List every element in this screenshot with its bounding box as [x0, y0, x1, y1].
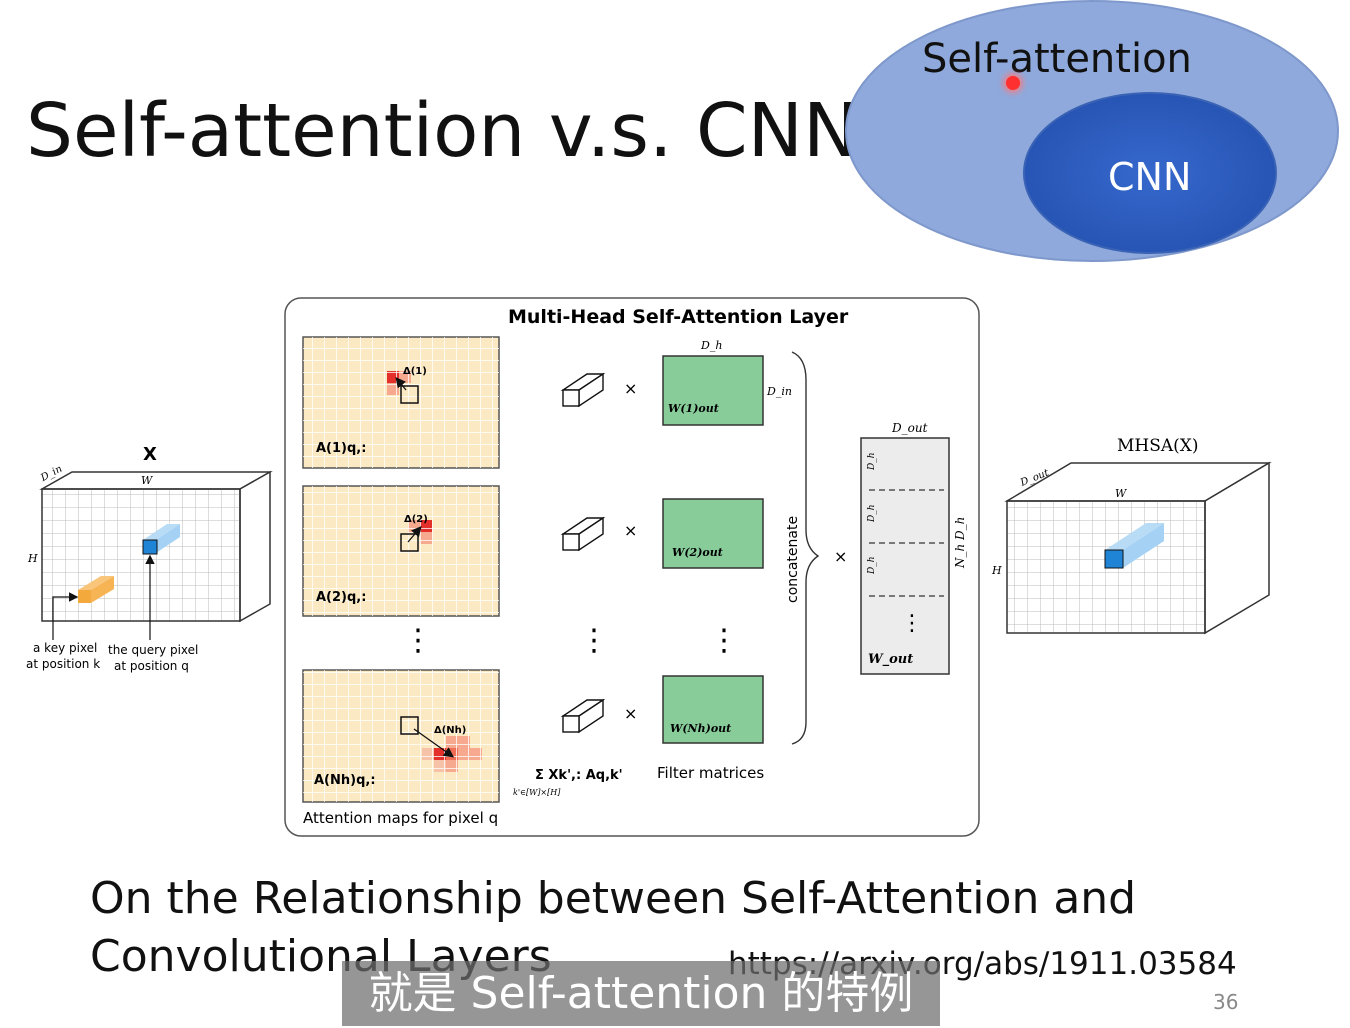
filter-matrix-nh: [662, 675, 764, 744]
output-tensor: [1004, 461, 1272, 635]
filter-label-1: W(1)out: [668, 402, 719, 415]
panel-title: Multi-Head Self-Attention Layer: [508, 306, 849, 328]
query-pixel-line2: at position q: [114, 659, 189, 673]
attention-map-1: [302, 336, 500, 469]
key-pixel-line2: at position k: [26, 657, 100, 671]
delta-1: Δ(1): [403, 366, 427, 377]
query-pixel-line1: the query pixel: [108, 643, 198, 657]
attention-label-nh: A(Nh)q,:: [314, 773, 376, 788]
concatenate-label: concatenate: [785, 516, 801, 603]
filter-label-2: W(2)out: [672, 546, 723, 559]
attention-map-nh: [302, 669, 500, 803]
cnn-ellipse: [1023, 92, 1277, 254]
output-h-label: H: [991, 564, 1002, 577]
filter-matrix-2: [662, 498, 764, 569]
times-1: ×: [624, 379, 637, 398]
page-number: 36: [1213, 990, 1239, 1014]
wout-side-label: N_h D_h: [953, 517, 967, 569]
delta-nh: Δ(Nh): [434, 725, 466, 736]
times-2: ×: [624, 521, 637, 540]
sum-subscript: k'∈[W]×[H]: [513, 788, 561, 797]
value-cube-1: [560, 372, 606, 408]
venn-diagram: Self-attention CNN: [845, 0, 1339, 262]
filter-dh-label: D_h: [700, 339, 722, 352]
delta-2: Δ(2): [404, 514, 428, 525]
wout-matrix: [860, 437, 950, 675]
value-dots: ⋮: [579, 623, 609, 658]
sum-formula: Σ Xk',: Aq,k': [535, 768, 623, 783]
concatenate-brace: [791, 351, 820, 745]
input-tensor: [39, 470, 273, 640]
filter-caption: Filter matrices: [657, 764, 764, 782]
attention-label-2: A(2)q,:: [316, 590, 366, 605]
filter-din-label: D_in: [766, 385, 792, 398]
wout-dots: ⋮: [901, 611, 923, 636]
value-cube-nh: [560, 698, 606, 734]
filter-dots: ⋮: [709, 623, 739, 658]
wout-label: W_out: [868, 652, 913, 667]
wout-row-1: D_h: [867, 452, 877, 471]
attention-caption: Attention maps for pixel q: [303, 809, 498, 827]
filter-matrix-1: [662, 355, 764, 426]
wout-row-2: D_h: [867, 504, 877, 523]
input-x-label: X: [143, 444, 157, 465]
input-h-label: H: [27, 552, 38, 565]
value-cube-2: [560, 516, 606, 552]
wout-row-3: D_h: [867, 556, 877, 575]
attention-map-2: [302, 485, 500, 617]
output-w-label: W: [1115, 487, 1128, 500]
times-4: ×: [834, 547, 847, 566]
laser-pointer: [1006, 76, 1020, 90]
wout-dout-label: D_out: [891, 421, 928, 435]
attention-dots: ⋮: [403, 623, 433, 658]
key-pixel-line1: a key pixel: [33, 641, 97, 655]
cnn-label: CNN: [1108, 155, 1191, 199]
slide-title: Self-attention v.s. CNN: [26, 88, 859, 174]
times-3: ×: [624, 704, 637, 723]
paper-reference: On the Relationship between Self-Attenti…: [90, 870, 1136, 986]
attention-label-1: A(1)q,:: [316, 441, 366, 456]
output-label: MHSA(X): [1117, 436, 1199, 456]
video-subtitle: 就是 Self-attention 的特例: [342, 961, 940, 1026]
input-w-label: W: [141, 474, 154, 487]
self-attention-label: Self-attention: [922, 36, 1192, 82]
paper-title-line1: On the Relationship between Self-Attenti…: [90, 873, 1137, 924]
filter-label-nh: W(Nh)out: [670, 722, 731, 735]
